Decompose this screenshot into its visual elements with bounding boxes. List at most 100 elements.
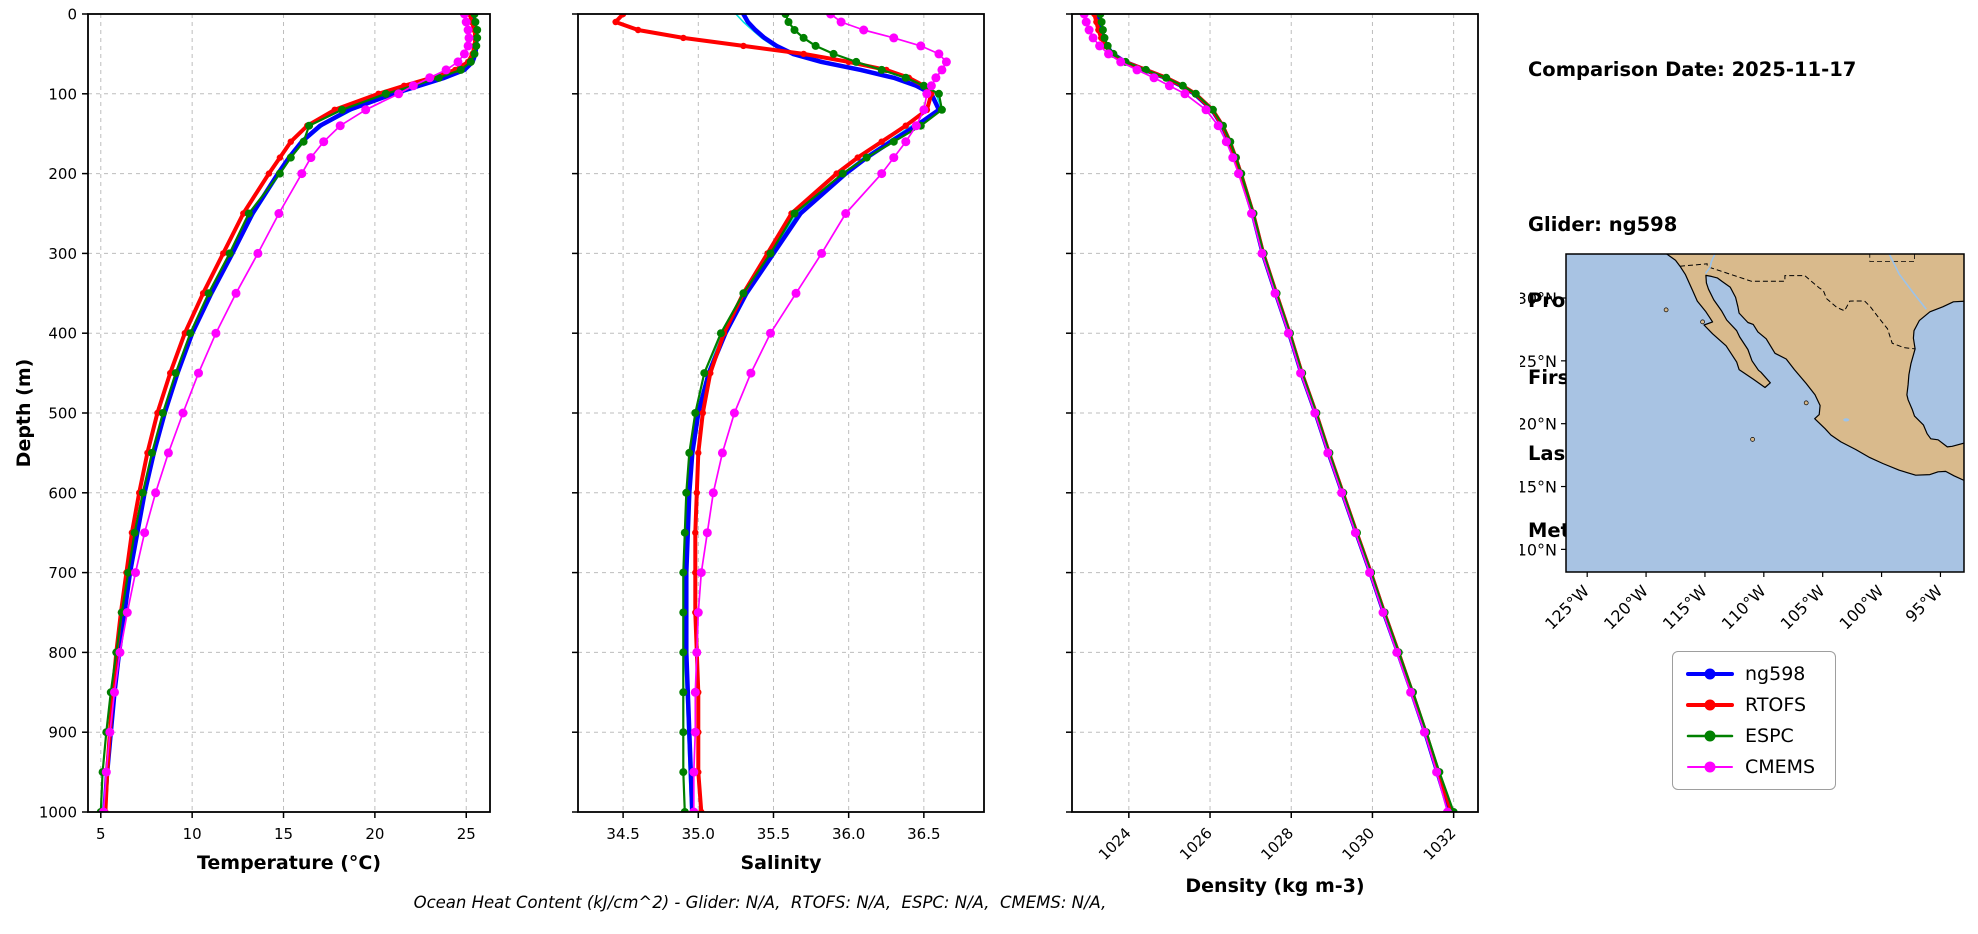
x-tick-label: 34.5 — [606, 825, 639, 843]
x-tick-label: 36.0 — [832, 825, 865, 843]
series-marker-ESPC — [1100, 33, 1109, 42]
series-marker-ESPC — [685, 448, 694, 457]
legend-line-sample-RTOFS — [1686, 699, 1734, 711]
series-marker-ESPC — [679, 648, 688, 657]
river — [1888, 254, 1927, 310]
y-tick-label: 1000 — [39, 804, 77, 822]
legend-item-RTOFS: RTOFS — [1686, 694, 1815, 716]
series-marker-CMEMS — [901, 137, 911, 147]
series-marker-CMEMS — [319, 137, 329, 147]
y-tick-label: 200 — [48, 165, 77, 183]
series-marker-CMEMS — [696, 568, 706, 578]
series-marker-ESPC — [286, 153, 295, 162]
series-marker-ESPC — [679, 768, 688, 777]
x-tick-label: 35.0 — [682, 825, 715, 843]
series-marker-RTOFS — [740, 42, 747, 50]
series-marker-CMEMS — [1180, 89, 1190, 99]
tick-marks — [82, 13, 467, 818]
lat-tick-label: 30°N — [1520, 289, 1557, 308]
series-marker-RTOFS — [902, 122, 909, 129]
series-marker-RTOFS — [693, 489, 700, 496]
series-marker-ESPC — [1178, 81, 1187, 90]
series-marker-ESPC — [716, 329, 725, 338]
x-tick-label: 1026 — [1176, 824, 1216, 864]
series-marker-ESPC — [790, 209, 799, 218]
series-group — [612, 14, 951, 812]
series-marker-CMEMS — [916, 41, 926, 51]
series-marker-CMEMS — [335, 121, 345, 131]
lon-tick-label: 105°W — [1777, 581, 1829, 633]
series-marker-CMEMS — [441, 65, 451, 75]
series-marker-RTOFS — [276, 154, 284, 161]
series-marker-ESPC — [305, 121, 314, 130]
lon-tick-label: 100°W — [1836, 581, 1888, 633]
x-axis-label: Salinity — [740, 852, 822, 874]
series-marker-CMEMS — [1228, 153, 1238, 163]
series-marker-ESPC — [877, 65, 886, 74]
series-marker-ng598 — [347, 107, 352, 112]
island — [1663, 307, 1669, 313]
legend-sample-marker — [1704, 699, 1716, 711]
series-marker-CMEMS — [99, 807, 108, 812]
legend-item-ESPC: ESPC — [1686, 725, 1815, 747]
series-marker-RTOFS — [240, 210, 247, 217]
series-marker-CMEMS — [817, 248, 827, 258]
series-marker-CMEMS — [140, 528, 150, 538]
series-marker-CMEMS — [151, 488, 161, 498]
series-marker-ESPC — [790, 26, 799, 34]
series-marker-ESPC — [1096, 14, 1105, 18]
series-marker-CMEMS — [708, 488, 718, 498]
y-tick-label: 800 — [48, 644, 77, 662]
series-marker-RTOFS — [692, 529, 699, 536]
legend-line-sample-CMEMS — [1687, 761, 1733, 773]
series-marker-CMEMS — [453, 57, 463, 67]
series-marker-CMEMS — [1350, 528, 1360, 538]
series-marker-CMEMS — [941, 57, 951, 67]
series-group — [96, 14, 482, 812]
series-marker-ESPC — [434, 73, 443, 82]
series-marker-ng598 — [914, 83, 919, 88]
legend-label: RTOFS — [1745, 694, 1807, 716]
x-tick-label: 25 — [457, 825, 476, 843]
tick-marks — [1066, 13, 1455, 818]
map-tick-marks — [1561, 297, 1942, 577]
series-marker-CMEMS — [1406, 687, 1416, 697]
series-marker-ng598 — [762, 35, 767, 40]
series-marker-CMEMS — [361, 105, 371, 115]
series-marker-ESPC — [679, 728, 688, 737]
series-marker-CMEMS — [889, 33, 899, 43]
series-marker-ESPC — [1103, 41, 1112, 50]
series-marker-ESPC — [473, 33, 482, 42]
series-marker-CMEMS — [459, 14, 469, 19]
y-tick-label: 100 — [48, 85, 77, 103]
series-marker-RTOFS — [167, 369, 174, 377]
series-marker-CMEMS — [937, 65, 947, 75]
legend-line-sample-ESPC — [1686, 730, 1734, 742]
series-marker-CMEMS — [931, 73, 941, 83]
y-tick-label: 500 — [48, 405, 77, 423]
series-marker-CMEMS — [717, 448, 727, 458]
us-mexico-border — [1679, 263, 1916, 350]
series-marker-ESPC — [679, 688, 688, 697]
series-marker-CMEMS — [1116, 57, 1126, 67]
land-mexico — [1665, 254, 1964, 482]
lon-tick-label: 115°W — [1659, 581, 1711, 633]
series-marker-CMEMS — [408, 81, 418, 91]
legend-sample-marker — [1704, 668, 1716, 680]
island — [1750, 437, 1755, 442]
legend-label: ng598 — [1745, 663, 1806, 685]
lat-tick-label: 10°N — [1520, 540, 1557, 559]
series-marker-ESPC — [456, 65, 465, 74]
series-marker-ESPC — [186, 329, 195, 338]
series-marker-CMEMS — [702, 528, 712, 538]
series-marker-ESPC — [682, 488, 691, 497]
series-marker-ESPC — [148, 448, 156, 457]
ocean-heat-content-caption: Ocean Heat Content (kJ/cm^2) - Glider: N… — [413, 893, 1107, 912]
x-tick-label: 5 — [96, 825, 106, 843]
series-marker-ESPC — [158, 409, 167, 417]
series-marker-CMEMS — [1296, 368, 1306, 378]
series-marker-RTOFS — [199, 290, 207, 297]
series-marker-CMEMS — [689, 767, 699, 777]
series-marker-ESPC — [919, 81, 928, 90]
series-marker-CMEMS — [194, 368, 203, 378]
